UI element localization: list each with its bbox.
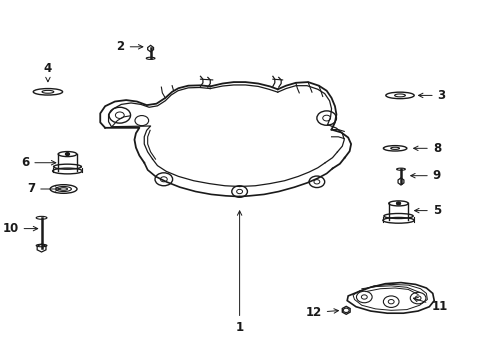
Circle shape <box>65 153 69 156</box>
Text: 1: 1 <box>235 211 243 334</box>
Text: 8: 8 <box>413 142 440 155</box>
Text: 11: 11 <box>413 297 447 313</box>
Text: 12: 12 <box>305 306 338 319</box>
Text: 3: 3 <box>418 89 445 102</box>
Circle shape <box>396 202 400 205</box>
Text: 6: 6 <box>21 156 56 169</box>
Text: 7: 7 <box>27 183 60 195</box>
Text: 10: 10 <box>2 222 38 235</box>
Text: 2: 2 <box>116 40 142 53</box>
Text: 5: 5 <box>414 204 440 217</box>
Text: 4: 4 <box>44 62 52 82</box>
Text: 9: 9 <box>410 169 440 182</box>
